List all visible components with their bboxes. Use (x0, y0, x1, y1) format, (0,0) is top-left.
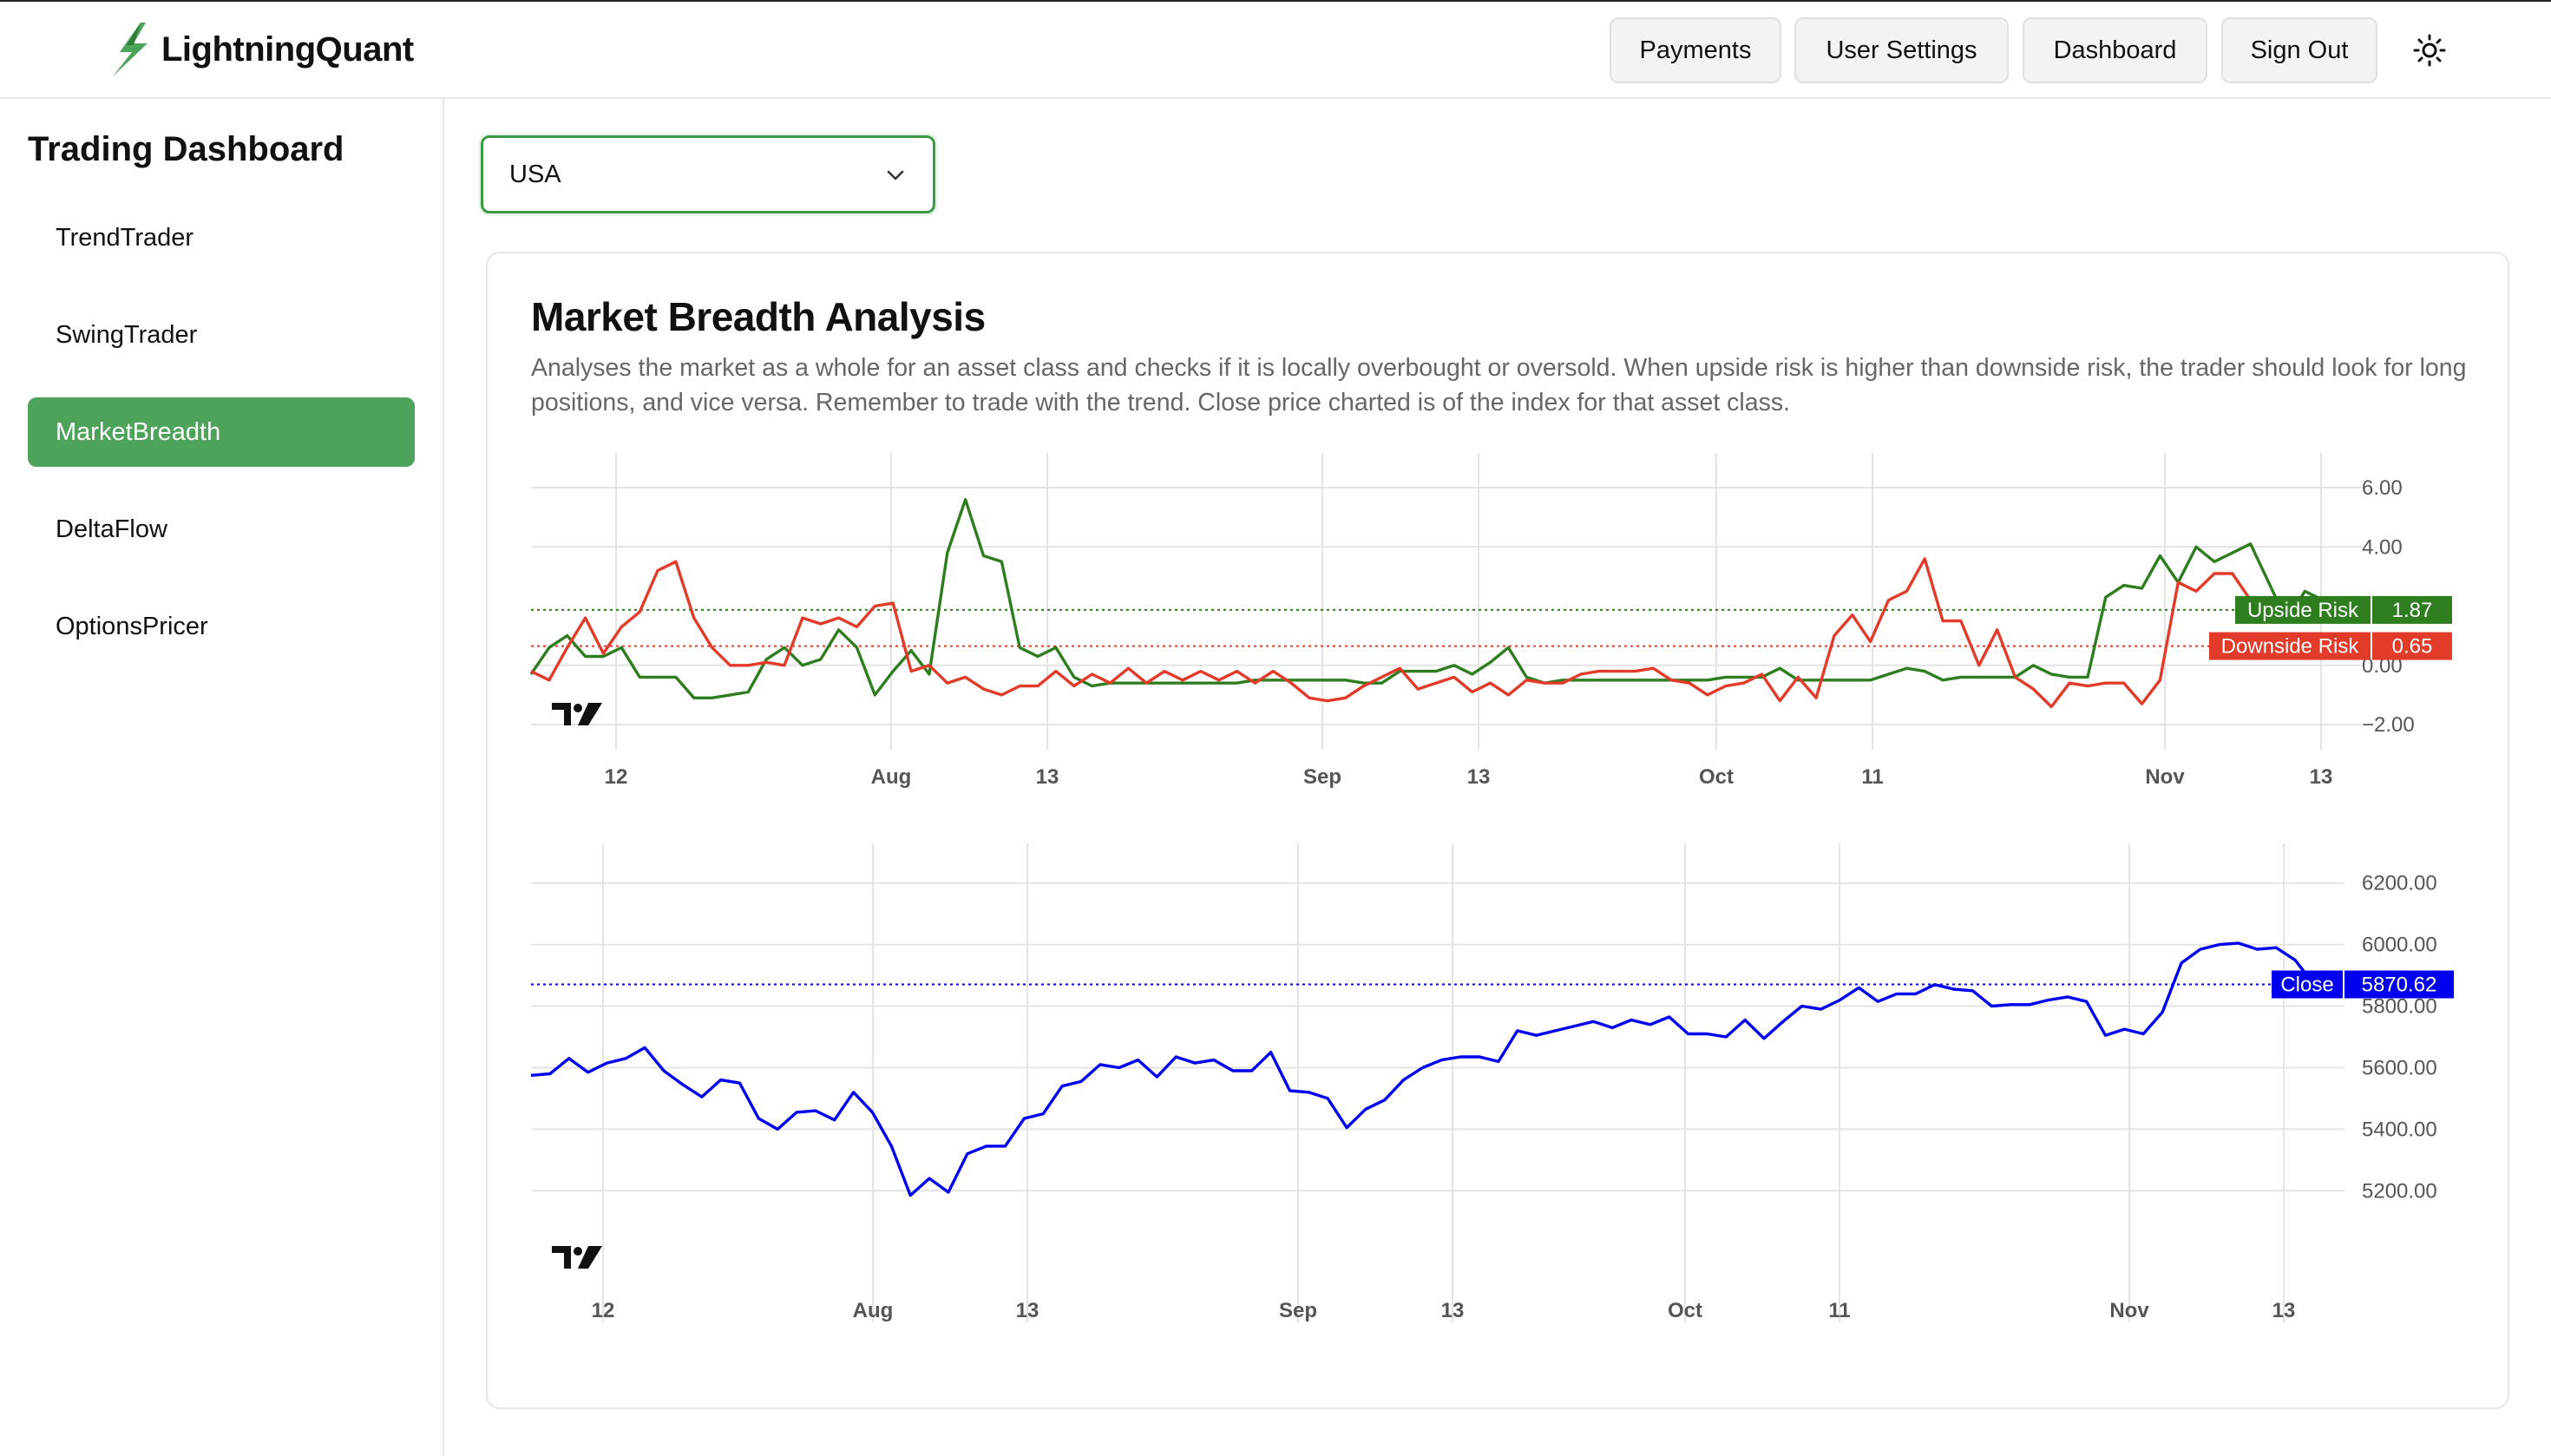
brand-name: LightningQuant (161, 30, 414, 69)
asset-class-select[interactable]: USA (481, 135, 935, 213)
x-tick-label: 13 (2272, 1299, 2296, 1322)
series-line (529, 498, 2342, 699)
series-value-tag (2372, 595, 2452, 624)
series-name-tag-label: Upside Risk (2247, 599, 2359, 622)
y-tick-label: 5200.00 (2362, 1179, 2437, 1203)
sidebar-title: Trading Dashboard (28, 130, 344, 168)
x-tick-label: 13 (1467, 765, 1491, 789)
nav-dashboard-button[interactable]: Dashboard (2023, 17, 2207, 83)
nav-user-settings-button[interactable]: User Settings (1794, 17, 2009, 83)
tradingview-logo-icon (552, 703, 602, 725)
y-tick-label: 5600.00 (2362, 1056, 2437, 1079)
market-breadth-card: Market Breadth Analysis Analyses the mar… (486, 252, 2509, 1409)
x-tick-label: 13 (1036, 765, 1059, 789)
y-tick-label: 6000.00 (2362, 934, 2437, 957)
x-tick-label: Oct (1668, 1299, 1702, 1322)
x-tick-label: 13 (1016, 1299, 1039, 1322)
sidebar-item-marketbreadth[interactable]: MarketBreadth (28, 397, 415, 467)
tradingview-logo-icon (552, 1246, 602, 1269)
series-name-tag (2272, 970, 2343, 999)
x-tick-label: 12 (605, 765, 628, 789)
card-title: Market Breadth Analysis (531, 294, 986, 339)
series-value-tag-label: 1.87 (2392, 599, 2433, 622)
y-tick-label: 5800.00 (2362, 995, 2437, 1019)
series-value-tag-label: 5870.62 (2362, 974, 2437, 997)
x-tick-label: 11 (1861, 765, 1883, 789)
sidebar-item-swingtrader[interactable]: SwingTrader (56, 320, 198, 349)
series-line (530, 557, 2270, 709)
series-value-tag (2372, 632, 2452, 660)
x-tick-label: Oct (1699, 765, 1734, 789)
y-tick-label: 5400.00 (2362, 1118, 2437, 1141)
nav-payments-button[interactable]: Payments (1610, 17, 1781, 83)
theme-toggle-sun-icon[interactable] (2412, 33, 2447, 68)
series-name-tag-label: Downside Risk (2221, 635, 2360, 659)
card-description: Analyses the market as a whole for an as… (531, 354, 2467, 416)
series-line (530, 941, 2316, 1197)
x-tick-label: 12 (592, 1299, 615, 1322)
x-tick-label: Sep (1303, 765, 1341, 789)
x-tick-label: Nov (2145, 765, 2185, 789)
y-tick-label: −2.00 (2362, 713, 2415, 737)
sidebar-item-optionspricer[interactable]: OptionsPricer (56, 612, 208, 640)
series-value-tag-label: 0.65 (2392, 635, 2433, 659)
asset-class-select-value: USA (509, 161, 561, 188)
x-tick-label: Aug (853, 1299, 894, 1322)
breadth-risk-chart[interactable]: 12 Aug 13 Sep 13 Oct 11 Nov 136.004.000.00−2.00U… (488, 453, 2511, 1008)
x-tick-label: 13 (2310, 765, 2333, 789)
y-tick-label: 6200.00 (2362, 872, 2437, 895)
series-name-tag (2209, 632, 2371, 660)
y-tick-label: 4.00 (2362, 535, 2403, 559)
lightning-logo-icon (113, 23, 148, 76)
sidebar-item-trendtrader[interactable]: TrendTrader (56, 223, 194, 252)
series-name-tag-label: Close (2280, 974, 2333, 997)
x-tick-label: 11 (1828, 1299, 1850, 1322)
brand-logo[interactable]: LightningQuant (108, 21, 414, 78)
top-header: LightningQuant Payments User Settings Da… (0, 0, 2551, 99)
series-value-tag (2344, 970, 2454, 999)
chevron-down-icon (887, 170, 904, 180)
sidebar-item-deltaflow[interactable]: DeltaFlow (56, 515, 167, 543)
sidebar: Trading Dashboard TrendTrader SwingTrade… (0, 99, 444, 1456)
x-tick-label: 13 (1441, 1299, 1465, 1322)
y-tick-label: 6.00 (2362, 476, 2403, 500)
x-tick-label: Nov (2109, 1299, 2149, 1322)
x-tick-label: Aug (871, 765, 912, 789)
close-price-chart[interactable]: 12 Aug 13 Sep 13 Oct 11 Nov 13 6200.00 6000.00 5800… (488, 843, 2511, 1364)
nav-sign-out-button[interactable]: Sign Out (2221, 17, 2377, 83)
series-name-tag (2235, 595, 2371, 624)
x-tick-label: Sep (1279, 1299, 1317, 1322)
